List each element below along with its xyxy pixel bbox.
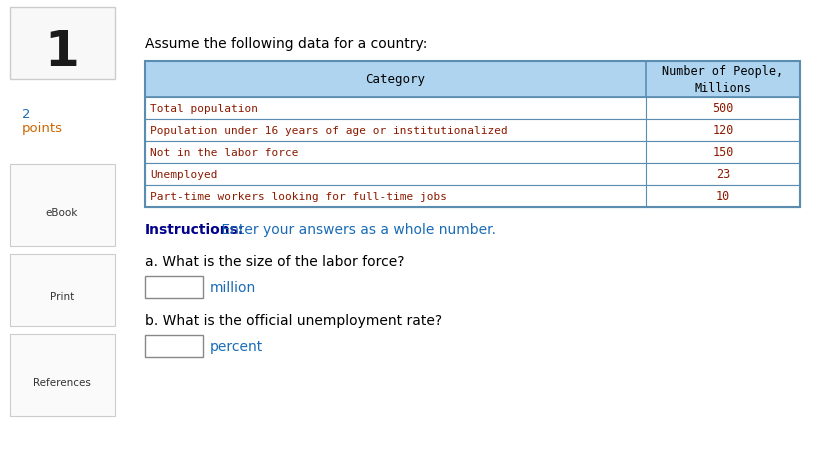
Text: Not in the labor force: Not in the labor force <box>150 148 299 157</box>
Text: 10: 10 <box>716 190 730 203</box>
Text: eBook: eBook <box>46 207 78 217</box>
Bar <box>145 335 203 357</box>
Text: 23: 23 <box>716 168 730 181</box>
Text: Instructions:: Instructions: <box>145 223 244 236</box>
Bar <box>145 62 800 207</box>
Text: b. What is the official unemployment rate?: b. What is the official unemployment rat… <box>145 313 442 327</box>
Bar <box>145 142 800 164</box>
Text: Unemployed: Unemployed <box>150 170 217 179</box>
Text: Number of People,
Millions: Number of People, Millions <box>663 65 783 94</box>
Text: Enter your answers as a whole number.: Enter your answers as a whole number. <box>217 223 496 236</box>
Bar <box>145 185 800 207</box>
Text: 1: 1 <box>44 28 80 76</box>
Bar <box>10 165 115 246</box>
Text: percent: percent <box>210 339 263 353</box>
Bar <box>145 98 800 120</box>
Bar <box>145 164 800 185</box>
Text: Population under 16 years of age or institutionalized: Population under 16 years of age or inst… <box>150 126 508 136</box>
Text: Part-time workers looking for full-time jobs: Part-time workers looking for full-time … <box>150 191 447 202</box>
Text: 500: 500 <box>713 102 733 115</box>
Text: Category: Category <box>365 73 425 86</box>
Bar <box>10 334 115 416</box>
Text: 2: 2 <box>22 108 30 121</box>
Bar <box>10 254 115 326</box>
Bar <box>145 62 800 98</box>
Text: 120: 120 <box>713 124 733 137</box>
Bar <box>145 120 800 142</box>
Text: a. What is the size of the labor force?: a. What is the size of the labor force? <box>145 254 404 269</box>
Text: References: References <box>33 377 91 387</box>
Text: Assume the following data for a country:: Assume the following data for a country: <box>145 37 427 51</box>
Bar <box>145 276 203 298</box>
Text: points: points <box>22 122 63 134</box>
Text: Total population: Total population <box>150 104 258 114</box>
Bar <box>10 8 115 80</box>
Text: million: million <box>210 280 256 294</box>
Text: Print: Print <box>50 291 74 301</box>
Text: 150: 150 <box>713 146 733 159</box>
